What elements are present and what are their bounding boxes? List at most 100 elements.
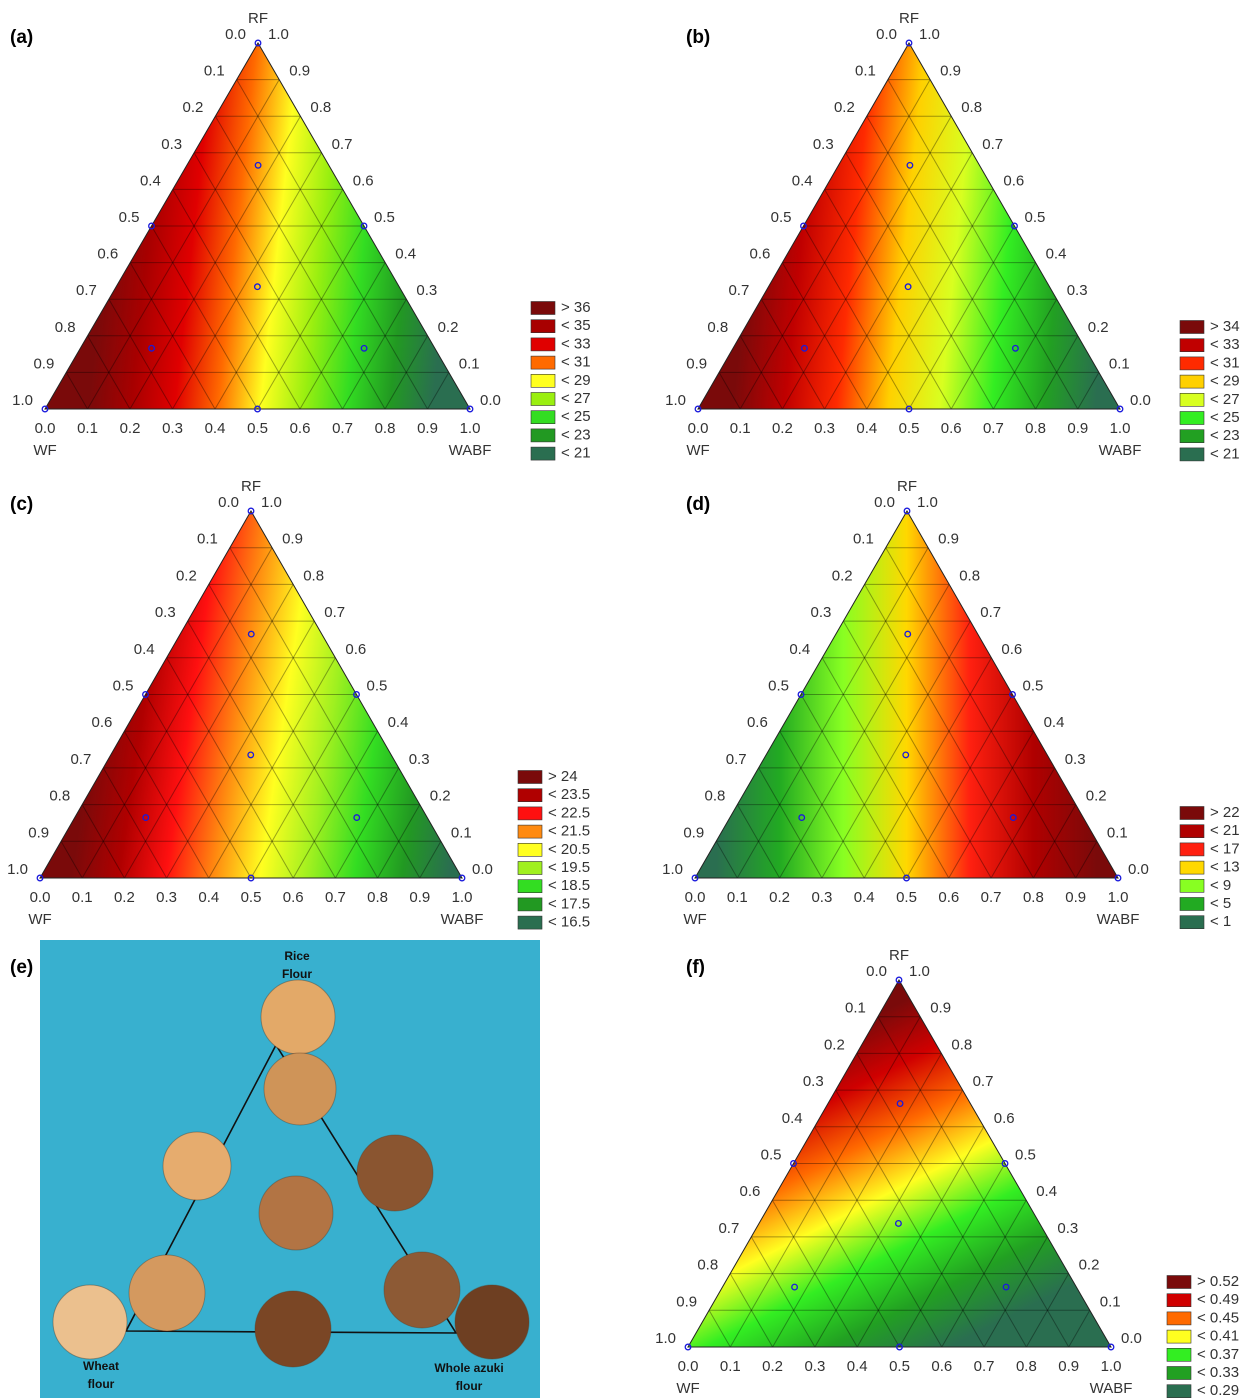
left-tick-label: 0.2 (183, 99, 204, 116)
legend-swatch (531, 411, 555, 424)
legend-swatch (1180, 357, 1204, 370)
legend-swatch (1180, 825, 1204, 838)
legend-swatch (518, 916, 542, 929)
legend-swatch (1180, 375, 1204, 388)
apex-label: RF (241, 478, 261, 495)
legend-swatch (518, 825, 542, 838)
bottom-tick-label: 0.4 (854, 889, 875, 906)
bottom-tick-label: 0.7 (981, 889, 1002, 906)
right-tick-label: 0.1 (459, 355, 480, 372)
cookie (357, 1135, 433, 1211)
right-tick-label: 1.0 (909, 963, 930, 980)
right-tick-label: 0.7 (332, 136, 353, 153)
left-tick-label: 0.1 (197, 531, 218, 548)
left-tick-label: 1.0 (665, 392, 686, 409)
legend-swatch (1180, 448, 1204, 461)
legend-swatch (1180, 861, 1204, 874)
left-tick-label: 0.2 (176, 567, 197, 584)
left-tick-label: 0.1 (845, 1000, 866, 1017)
legend-swatch (1167, 1348, 1191, 1361)
cookie (255, 1291, 331, 1367)
bottom-tick-label: 1.0 (460, 420, 481, 437)
legend-swatch (531, 302, 555, 315)
legend-label: < 23 (1210, 427, 1240, 444)
left-tick-label: 0.1 (855, 63, 876, 80)
right-tick-label: 0.8 (961, 99, 982, 116)
left-tick-label: 0.1 (853, 531, 874, 548)
apex-label: RF (248, 10, 268, 27)
bottom-tick-label: 0.3 (814, 420, 835, 437)
bottom-tick-label: 0.0 (685, 889, 706, 906)
legend-swatch (518, 807, 542, 820)
right-tick-label: 0.0 (1121, 1330, 1142, 1347)
bottom-tick-label: 0.7 (983, 420, 1004, 437)
left-tick-label: 0.5 (113, 677, 134, 694)
right-tick-label: 0.3 (416, 282, 437, 299)
legend-swatch (1167, 1312, 1191, 1325)
right-tick-label: 0.9 (940, 63, 961, 80)
left-tick-label: 0.0 (225, 26, 246, 43)
legend-label: < 23 (561, 426, 591, 443)
left-tick-label: 1.0 (7, 861, 28, 878)
left-tick-label: 0.4 (782, 1110, 803, 1127)
right-tick-label: 0.9 (930, 1000, 951, 1017)
legend-swatch (1180, 339, 1204, 352)
right-tick-label: 0.2 (1086, 788, 1107, 805)
legend-label: > 22 (1210, 804, 1240, 821)
legend-swatch (531, 356, 555, 369)
left-tick-label: 0.3 (803, 1073, 824, 1090)
left-tick-label: 1.0 (655, 1330, 676, 1347)
right-tick-label: 0.5 (367, 677, 388, 694)
bottom-tick-label: 1.0 (1108, 889, 1129, 906)
right-tick-label: 0.9 (938, 531, 959, 548)
photo-label: Flour (282, 967, 312, 981)
legend-swatch (531, 320, 555, 333)
right-tick-label: 0.0 (1130, 392, 1151, 409)
figure: 0.0 0.0 0.0 0.1 0.1 0.1 0.2 0.2 0.2 0.3 0.3 0.3 0.4 0… (0, 0, 1245, 1398)
left-tick-label: 0.7 (718, 1220, 739, 1237)
legend-swatch (1180, 879, 1204, 892)
right-tick-label: 0.5 (1023, 677, 1044, 694)
photo-label: flour (88, 1377, 115, 1391)
right-tick-label: 0.4 (1036, 1183, 1057, 1200)
left-tick-label: 0.6 (97, 246, 118, 263)
bottom-tick-label: 0.4 (205, 420, 226, 437)
legend-label: > 34 (1210, 318, 1240, 335)
right-tick-label: 0.8 (951, 1036, 972, 1053)
bottom-tick-label: 0.6 (938, 889, 959, 906)
bottom-tick-label: 0.2 (114, 889, 135, 906)
cookie (259, 1176, 333, 1250)
right-tick-label: 0.3 (1065, 751, 1086, 768)
corner-label: WABF (449, 442, 492, 459)
left-tick-label: 0.2 (824, 1036, 845, 1053)
panel-label: (f) (686, 957, 705, 978)
legend-label: < 0.45 (1197, 1309, 1239, 1326)
bottom-tick-label: 0.4 (847, 1358, 868, 1375)
apex-label: RF (899, 10, 919, 27)
bottom-tick-label: 0.3 (156, 889, 177, 906)
right-tick-label: 0.0 (480, 392, 501, 409)
left-tick-label: 0.5 (771, 209, 792, 226)
legend-swatch (531, 393, 555, 406)
right-tick-label: 0.8 (310, 99, 331, 116)
legend-label: < 29 (561, 372, 591, 389)
left-tick-label: 0.0 (876, 26, 897, 43)
legend-label: < 20.5 (548, 841, 590, 858)
right-tick-label: 0.0 (1128, 861, 1149, 878)
bottom-tick-label: 0.5 (241, 889, 262, 906)
legend-label: < 25 (561, 408, 591, 425)
left-tick-label: 0.6 (92, 714, 113, 731)
bottom-tick-label: 0.8 (367, 889, 388, 906)
corner-label: WF (683, 911, 706, 928)
legend-label: < 27 (561, 390, 591, 407)
bottom-tick-label: 0.9 (409, 889, 430, 906)
left-tick-label: 0.0 (218, 494, 239, 511)
right-tick-label: 0.5 (1025, 209, 1046, 226)
left-tick-label: 0.5 (761, 1146, 782, 1163)
right-tick-label: 0.6 (1003, 172, 1024, 189)
left-tick-label: 0.4 (792, 172, 813, 189)
legend-label: < 23.5 (548, 786, 590, 803)
panel-label: (a) (10, 27, 33, 48)
legend-label: < 1 (1210, 913, 1231, 930)
panel-label: (d) (686, 494, 710, 515)
